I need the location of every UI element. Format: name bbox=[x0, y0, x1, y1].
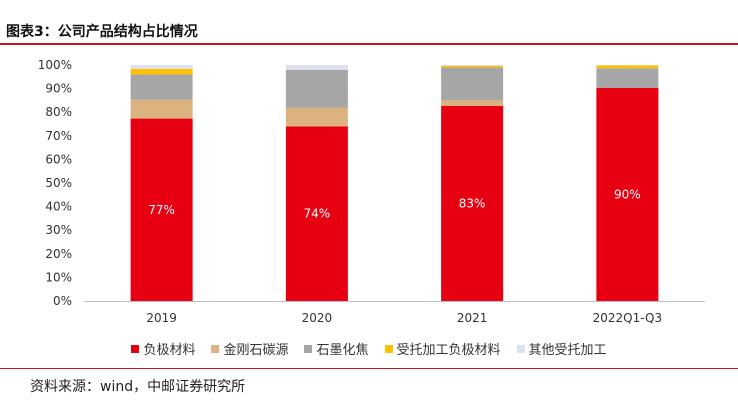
legend-item: 金刚石碳源 bbox=[211, 339, 288, 358]
legend-label: 受托加工负极材料 bbox=[396, 343, 501, 358]
data-label: 83% bbox=[459, 196, 486, 210]
bar-segment-1 bbox=[130, 118, 193, 302]
y-tick-label: 30% bbox=[45, 223, 72, 237]
bar-segment-4 bbox=[130, 69, 193, 75]
bar-segment-1 bbox=[596, 87, 659, 301]
bar-segment-3 bbox=[441, 67, 504, 101]
bar-segment-2 bbox=[441, 100, 504, 106]
bar-segment-5 bbox=[285, 65, 348, 70]
legend-item: 受托加工负极材料 bbox=[384, 339, 501, 358]
bar-segment-3 bbox=[285, 69, 348, 108]
y-tick-label: 0% bbox=[53, 294, 72, 308]
x-tick-label: 2019 bbox=[146, 311, 177, 325]
bar-segment-5 bbox=[441, 65, 504, 66]
bar-segment-1 bbox=[441, 105, 504, 301]
legend-label: 金刚石碳源 bbox=[223, 343, 289, 358]
bar-segment-2 bbox=[130, 99, 193, 119]
bar-segment-1 bbox=[285, 126, 348, 301]
legend-item: 负极材料 bbox=[131, 339, 195, 358]
y-tick-label: 80% bbox=[45, 105, 72, 119]
stacked-bar-chart: 0% 10% 20% 30% 40% 50% 60% 70% 80% 90% 100% 77% 2019… bbox=[38, 58, 705, 325]
data-label: 74% bbox=[304, 207, 331, 221]
data-label: 90% bbox=[614, 187, 641, 201]
chart-legend: 负极材料 金刚石碳源 石墨化焦 受托加工负极材料 其他受托加工 bbox=[0, 339, 738, 358]
y-tick-label: 50% bbox=[45, 176, 72, 190]
legend-label: 其他受托加工 bbox=[528, 343, 607, 358]
legend-swatch bbox=[516, 344, 525, 353]
legend-swatch bbox=[384, 344, 393, 353]
legend-swatch bbox=[211, 344, 220, 353]
bar-segment-2 bbox=[285, 107, 348, 127]
title-divider bbox=[0, 43, 738, 45]
bar-segment-3 bbox=[130, 74, 193, 100]
legend-label: 石墨化焦 bbox=[316, 343, 369, 358]
bar-segment-3 bbox=[596, 68, 659, 88]
y-tick-label: 100% bbox=[38, 58, 72, 72]
footer-divider bbox=[0, 368, 738, 369]
y-tick-label: 90% bbox=[45, 82, 72, 96]
legend-item: 其他受托加工 bbox=[516, 339, 607, 358]
y-tick-label: 70% bbox=[45, 129, 72, 143]
y-tick-label: 60% bbox=[45, 152, 72, 166]
legend-label: 负极材料 bbox=[143, 343, 196, 358]
legend-swatch bbox=[131, 344, 140, 353]
legend-swatch bbox=[304, 344, 313, 353]
source-note: 资料来源：wind，中邮证券研究所 bbox=[30, 379, 246, 395]
legend-item: 石墨化焦 bbox=[304, 339, 369, 358]
x-tick-label: 2021 bbox=[457, 311, 488, 325]
y-tick-label: 20% bbox=[45, 247, 72, 261]
x-tick-label: 2022Q1-Q3 bbox=[593, 311, 662, 325]
chart-title: 图表3：公司产品结构占比情况 bbox=[6, 24, 198, 40]
bar-segment-5 bbox=[130, 65, 193, 70]
y-tick-label: 40% bbox=[45, 200, 72, 214]
y-tick-label: 10% bbox=[45, 270, 72, 284]
bar-segment-4 bbox=[596, 65, 659, 69]
x-tick-label: 2020 bbox=[302, 311, 333, 325]
data-label: 77% bbox=[148, 203, 175, 217]
bar-segment-4 bbox=[441, 65, 504, 68]
